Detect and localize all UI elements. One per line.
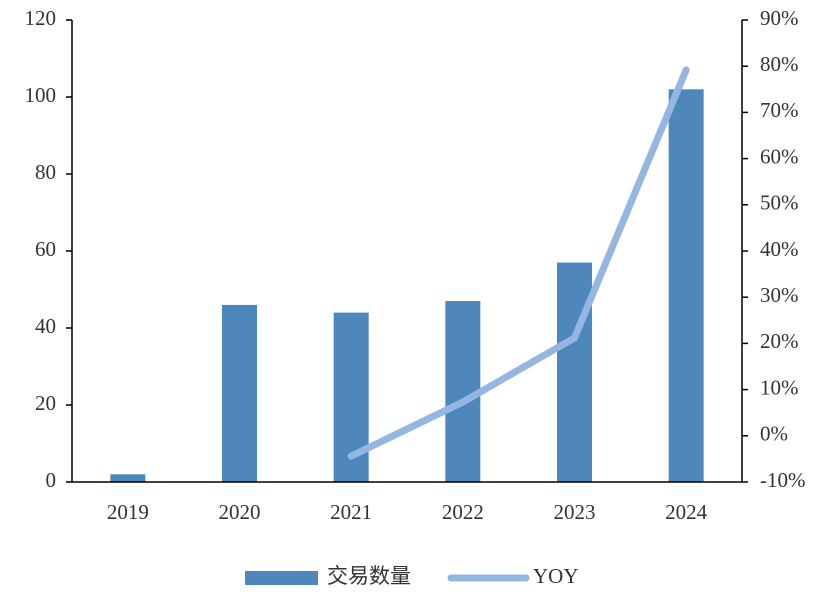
x-tick-label: 2021 <box>330 500 372 524</box>
bar <box>222 304 257 482</box>
y2-tick-label: 40% <box>760 237 799 261</box>
x-tick-label: 2022 <box>442 500 484 524</box>
legend-swatch <box>245 571 318 585</box>
bar <box>110 474 146 482</box>
y2-tick-label: 90% <box>760 6 799 30</box>
y-tick-label: 120 <box>25 6 57 30</box>
y2-tick-label: 50% <box>760 191 799 215</box>
y2-tick-label: 30% <box>760 283 799 307</box>
x-tick-label: 2023 <box>554 500 596 524</box>
y2-tick-label: 10% <box>760 375 799 399</box>
bar <box>668 89 704 483</box>
x-tick-label: 2020 <box>219 500 261 524</box>
y-tick-label: 40 <box>35 314 56 338</box>
legend-label: 交易数量 <box>327 564 411 588</box>
y-tick-label: 20 <box>35 391 56 415</box>
x-tick-label: 2024 <box>665 500 708 524</box>
legend-label: YOY <box>533 564 579 588</box>
bar <box>557 262 592 482</box>
x-tick-label: 2019 <box>107 500 149 524</box>
y2-tick-label: 80% <box>760 52 799 76</box>
y-tick-label: 0 <box>46 468 57 492</box>
y2-tick-label: 0% <box>760 422 788 446</box>
y-tick-label: 60 <box>35 237 56 261</box>
line <box>347 66 690 460</box>
y-tick-label: 100 <box>25 83 57 107</box>
y-tick-label: 80 <box>35 160 56 184</box>
y2-tick-label: 60% <box>760 144 799 168</box>
y2-tick-label: -10% <box>760 468 806 492</box>
y2-tick-label: 70% <box>760 98 799 122</box>
y2-tick-label: 20% <box>760 329 799 353</box>
